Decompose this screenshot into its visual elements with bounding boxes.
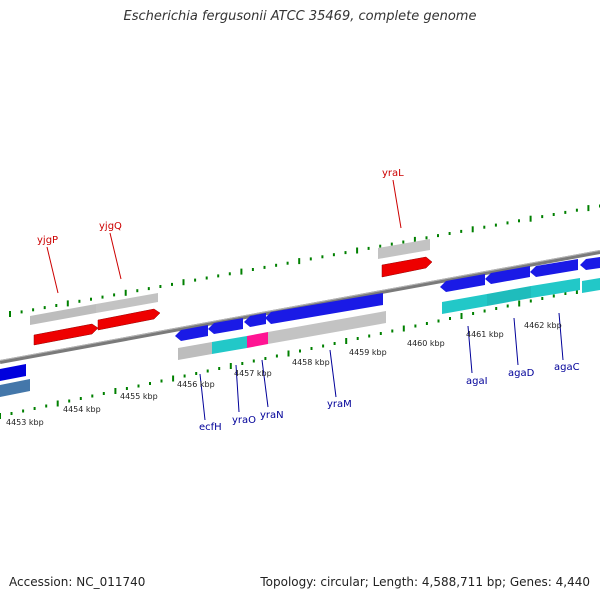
gene-label-yraL[interactable]: yraL (382, 168, 404, 179)
gene-arrow-partial-left-b[interactable] (0, 379, 30, 397)
forward-feature-track (30, 239, 430, 325)
gene-arrow-partial-left[interactable] (0, 364, 26, 381)
gene-label-agaI[interactable]: agaI (466, 376, 488, 387)
forward-gene-track (33, 256, 433, 346)
gene-label-ecfH[interactable]: ecfH (199, 422, 222, 433)
reverse-gene-labels: ecfH yraO yraN yraM agaI agaD agaC (199, 362, 580, 433)
upper-tick-track (9, 204, 600, 317)
ruler-label: 4459 kbp (349, 348, 387, 357)
gene-arrow-yjgP[interactable] (33, 323, 99, 346)
ruler-label: 4456 kbp (177, 380, 215, 389)
gene-arrow-partial-right[interactable] (580, 257, 600, 270)
gene-label-yraN[interactable]: yraN (260, 410, 284, 421)
gene-arrow-yraM[interactable] (265, 293, 383, 324)
feature-bar-yraO[interactable] (212, 336, 247, 354)
ruler-label: 4457 kbp (234, 369, 272, 378)
gene-arrow-yjgQ[interactable] (97, 308, 161, 331)
feature-bar-yjgP[interactable] (30, 304, 96, 325)
gene-label-yjgP[interactable]: yjgP (37, 235, 58, 246)
feature-bar-yraL[interactable] (378, 239, 430, 259)
ruler-label: 4460 kbp (407, 339, 445, 348)
ruler-label: 4455 kbp (120, 392, 158, 401)
reverse-gene-track (0, 257, 600, 397)
feature-bar-partial-right[interactable] (582, 278, 600, 293)
ruler-label: 4453 kbp (6, 418, 44, 427)
gene-arrow-yraN[interactable] (244, 313, 266, 327)
reverse-feature-track (178, 278, 600, 360)
feature-bar-yjgQ[interactable] (96, 293, 158, 313)
label-leader-lines (46, 179, 564, 421)
gene-label-yjgQ[interactable]: yjgQ (99, 221, 122, 232)
forward-gene-labels: yjgP yjgQ yraL (37, 168, 404, 246)
gene-label-yraM[interactable]: yraM (327, 399, 352, 410)
gene-arrow-yraL[interactable] (381, 256, 433, 278)
feature-bar-yraM[interactable] (268, 311, 386, 344)
genome-summary: Topology: circular; Length: 4,588,711 bp… (260, 575, 590, 589)
ruler-label: 4462 kbp (524, 321, 562, 330)
feature-bar-agaD[interactable] (487, 286, 531, 306)
gene-arrow-yraO[interactable] (208, 318, 243, 334)
ruler-label: 4458 kbp (292, 358, 330, 367)
gene-arrow-agaC[interactable] (530, 259, 578, 277)
gene-label-agaD[interactable]: agaD (508, 368, 535, 379)
genome-backbone-highlight (0, 250, 600, 361)
genome-backbone (0, 250, 600, 364)
gene-arrow-agaI[interactable] (440, 274, 485, 292)
accession-label: Accession: NC_011740 (9, 575, 146, 589)
gene-arrow-agaD[interactable] (485, 266, 530, 284)
feature-bar-agaI[interactable] (442, 294, 487, 314)
lower-tick-track (0, 284, 600, 419)
feature-bar-agaC[interactable] (531, 278, 580, 298)
feature-bar-yraN[interactable] (247, 332, 268, 348)
gene-arrow-ecfH[interactable] (175, 325, 208, 341)
feature-bar-ecfH[interactable] (178, 342, 212, 360)
ruler-label: 4461 kbp (466, 330, 504, 339)
map-title: Escherichia fergusonii ATCC 35469, compl… (123, 9, 477, 24)
gene-label-agaC[interactable]: agaC (554, 362, 580, 373)
gene-label-yraO[interactable]: yraO (232, 415, 256, 426)
ruler-labels: 4453 kbp 4454 kbp 4455 kbp 4456 kbp 4457… (6, 321, 562, 427)
ruler-label: 4454 kbp (63, 405, 101, 414)
